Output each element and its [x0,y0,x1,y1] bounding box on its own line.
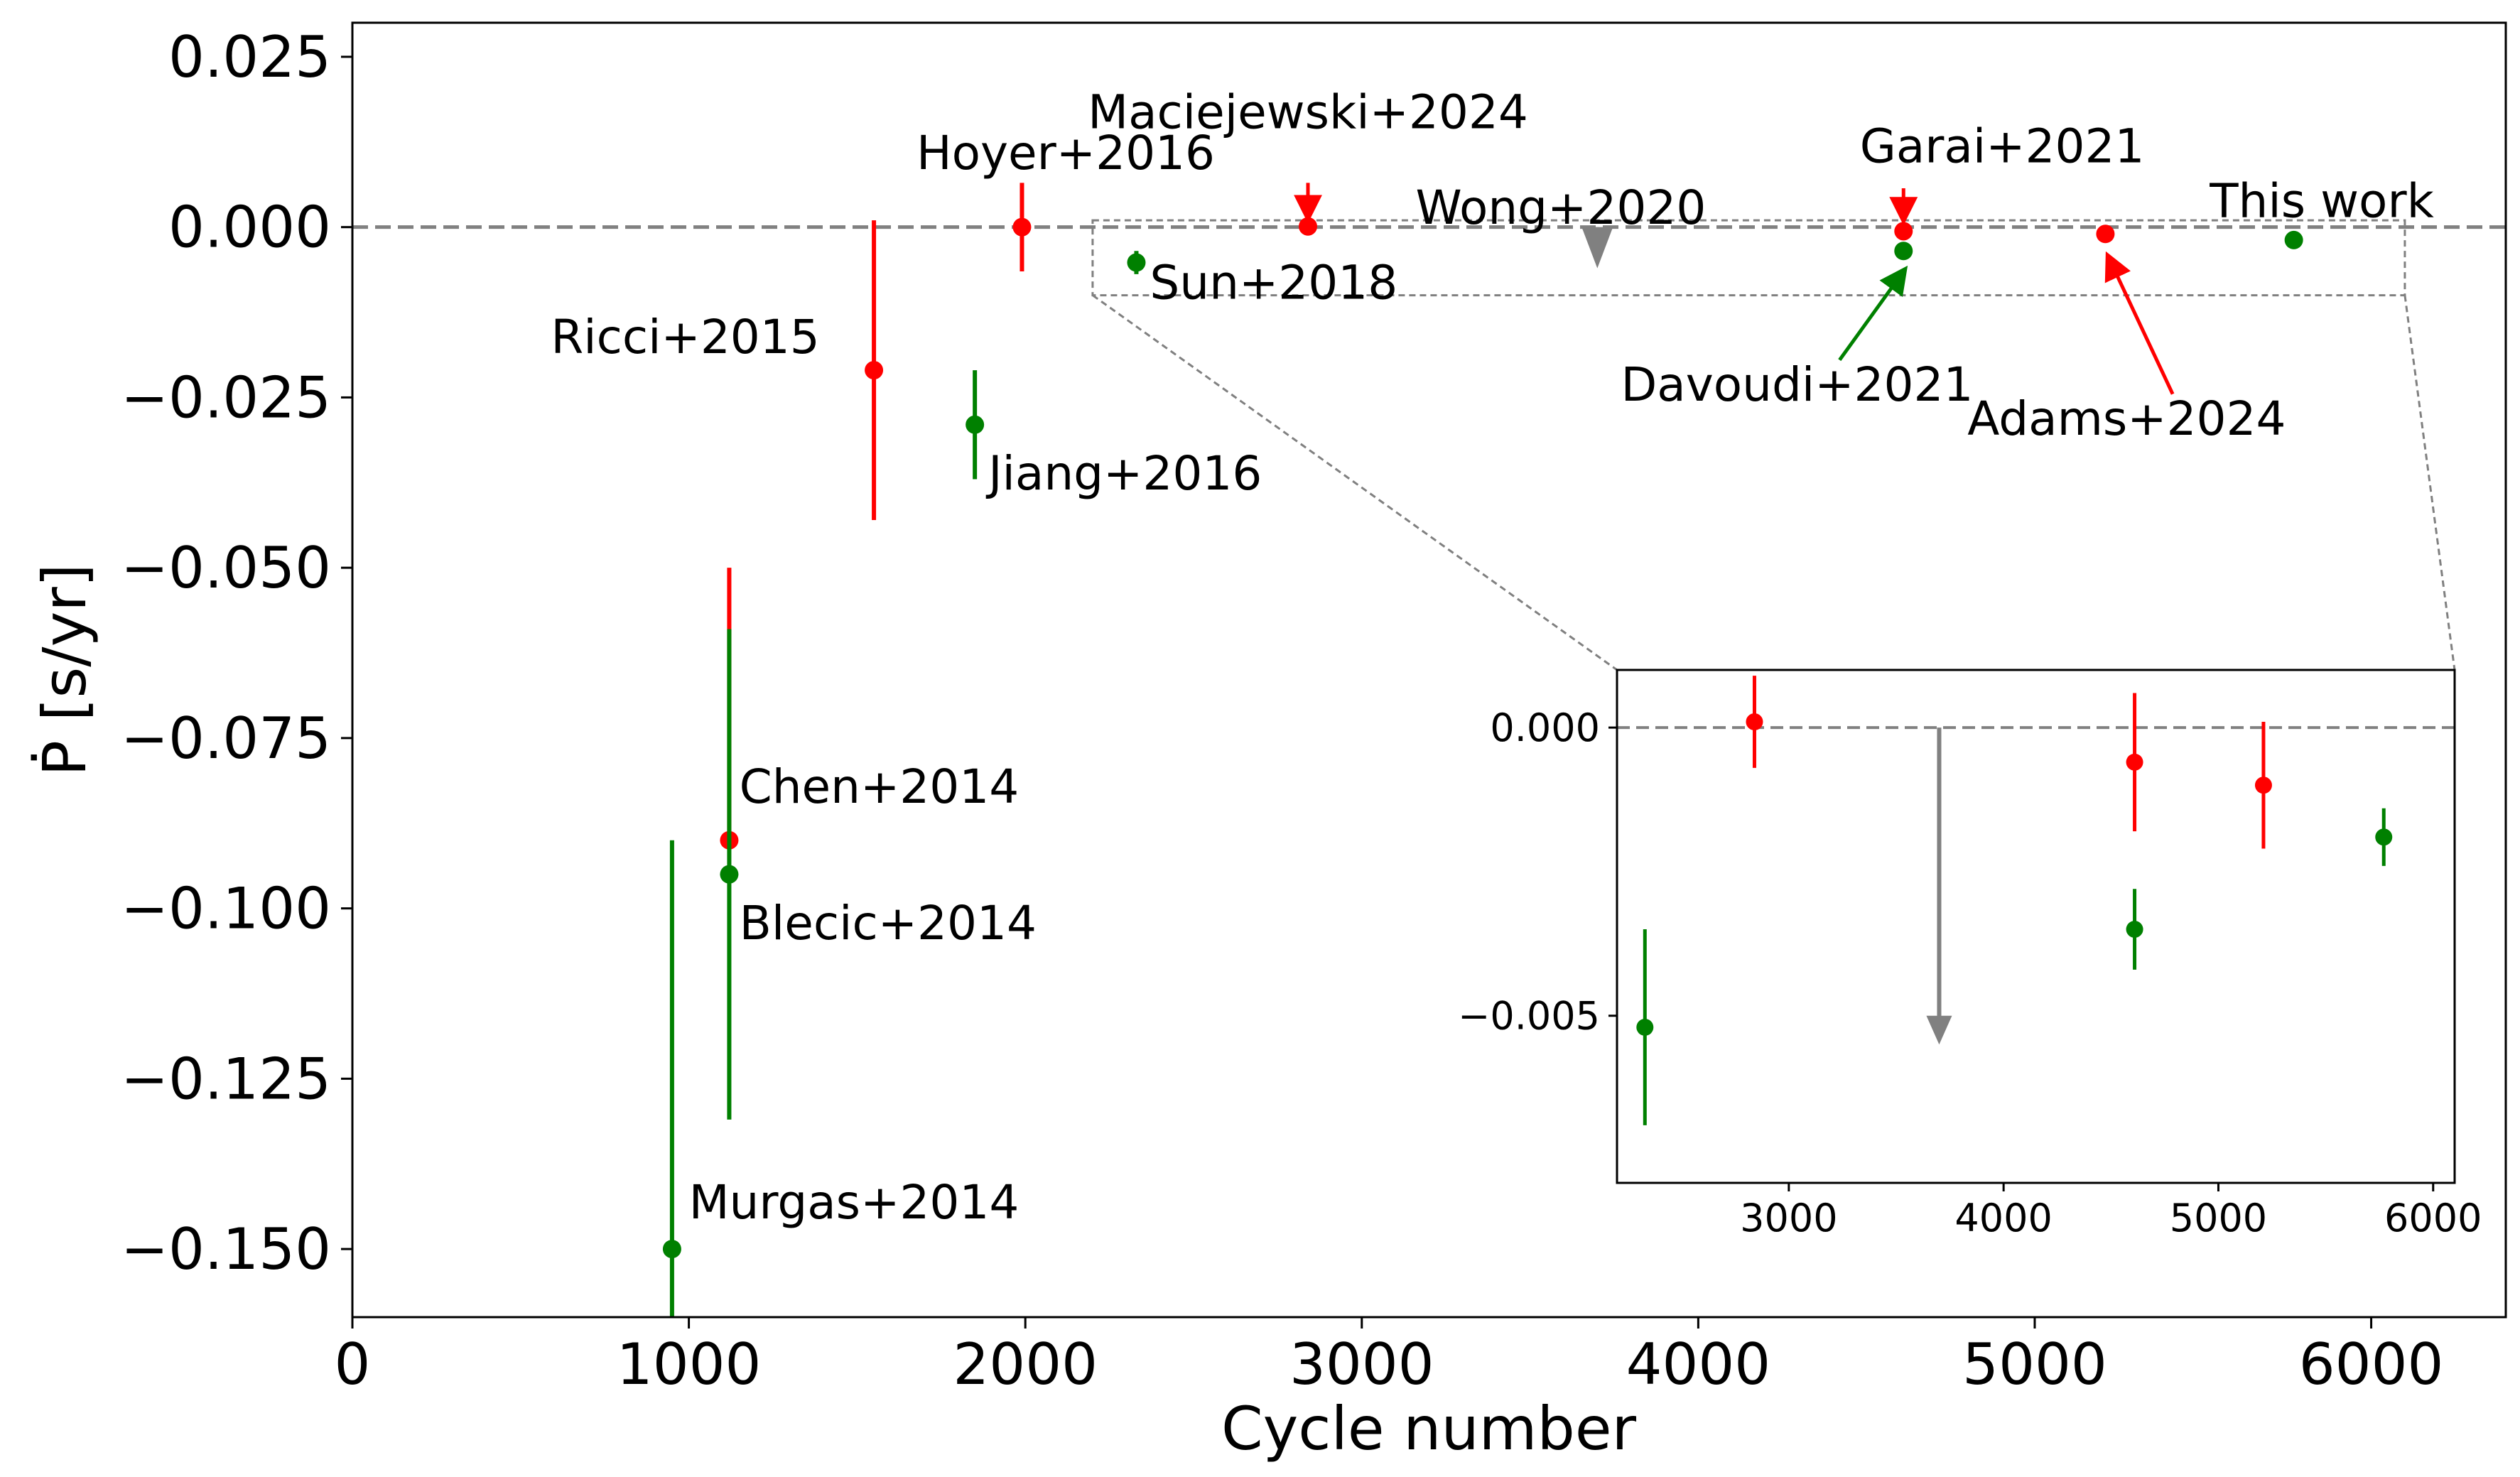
inset-y-ticks: 0.000 −0.005 [1458,705,1617,1039]
zoom-connectors [1092,294,2456,671]
annotation-label-4: Jiang+2016 [985,446,1262,501]
inset-y-tick-label-1: −0.005 [1458,994,1600,1039]
y-tick-label-5: −0.100 [121,876,331,942]
zoom-connector-left [1092,294,1618,671]
inset-marks [1617,676,2455,1125]
annotation-label-8: Wong+2020 [1416,180,1707,235]
main-axes: 0 1000 2000 3000 4000 5000 6000 0.025 0.000 −0.0… [30,21,2507,1464]
annotation-label-2: Blecic+2014 [740,896,1037,951]
annotation-label-12: This work [2209,173,2434,228]
annotation-label-9: Garai+2021 [1860,119,2145,174]
annotation-label-6: Sun+2018 [1150,255,1397,310]
data-point-0-5 [2096,224,2115,244]
data-point-0-2 [1012,217,1032,237]
y-tick-label-1: 0.000 [168,195,331,261]
data-point-1-5 [2284,230,2303,249]
x-tick-label-4: 4000 [1626,1331,1771,1397]
inset-data-point-0-3 [1746,713,1763,731]
y-tick-label-6: −0.125 [121,1046,331,1112]
inset-x-tick-label-0: 3000 [1740,1196,1837,1240]
inset-x-tick-label-2: 5000 [2170,1196,2267,1240]
x-tick-label-3: 3000 [1289,1331,1434,1397]
data-point-0-3 [1299,217,1318,236]
inset-axes: 3000 4000 5000 6000 0.000 −0.005 [1458,669,2482,1240]
x-tick-label-2: 2000 [953,1331,1098,1397]
inset-data-point-0-5 [2254,777,2272,794]
annotation-label-1: Chen+2014 [740,759,1020,814]
y-axis-title: Ṗ [s/yr] [30,563,99,776]
x-tick-label-6: 6000 [2299,1331,2444,1397]
inset-y-tick-label-0: 0.000 [1490,705,1600,750]
data-point-0-4 [1894,222,1913,241]
inset-data-point-1-4 [2126,921,2143,938]
inset-upper-limit-arrowhead [1926,1015,1952,1045]
point-annotations: Murgas+2014 Chen+2014 Blecic+2014 Ricci+201… [551,85,2434,1230]
data-point-1-0 [662,1240,681,1259]
annotation-arrows [1294,183,2175,395]
adams-arrow [2104,251,2175,395]
inset-data-point-1-5 [2375,828,2393,846]
inset-data-point-0-4 [2126,753,2143,771]
y-tick-label-2: −0.025 [121,364,331,431]
data-point-1-1 [720,865,739,884]
y-tick-label-4: −0.075 [121,705,331,772]
data-point-1-2 [966,415,985,434]
annotation-label-5: Hoyer+2016 [916,126,1215,180]
upper-limit-arrowhead [1581,227,1613,269]
annotation-label-0: Murgas+2014 [689,1175,1020,1230]
main-plot-frame [351,21,2507,1319]
data-point-1-3 [1127,253,1146,272]
y-tick-label-7: −0.150 [121,1216,331,1282]
x-tick-label-5: 5000 [1962,1331,2107,1397]
main-x-ticks: 0 1000 2000 3000 4000 5000 6000 [335,1317,2444,1397]
inset-data-point-1-3 [1636,1018,1654,1036]
inset-background [1617,670,2455,1183]
annotation-label-3: Ricci+2015 [551,310,819,364]
x-tick-label-0: 0 [335,1331,371,1397]
inset-x-tick-label-1: 4000 [1954,1196,2052,1240]
annotation-label-7: Maciejewski+2024 [1088,85,1528,140]
inset-x-tick-label-3: 6000 [2384,1196,2482,1240]
data-point-0-1 [865,361,884,380]
inset-x-ticks: 3000 4000 5000 6000 [1740,1183,2482,1240]
zoom-region-box [1091,219,2406,297]
y-tick-label-0: 0.025 [168,24,331,90]
annotation-label-10: Davoudi+2021 [1621,357,1973,412]
y-tick-label-3: −0.050 [121,535,331,601]
x-tick-label-1: 1000 [617,1331,762,1397]
inset-plot-frame [1616,669,2456,1184]
data-point-1-4 [1894,242,1913,261]
davoudi-arrow [1838,265,1908,362]
zoom-connector-right [2403,295,2456,671]
annotation-label-11: Adams+2024 [1967,391,2286,446]
main-y-ticks: 0.025 0.000 −0.025 −0.050 −0.075 −0.100 −0.125… [121,24,352,1282]
x-axis-title: Cycle number [1221,1394,1637,1464]
